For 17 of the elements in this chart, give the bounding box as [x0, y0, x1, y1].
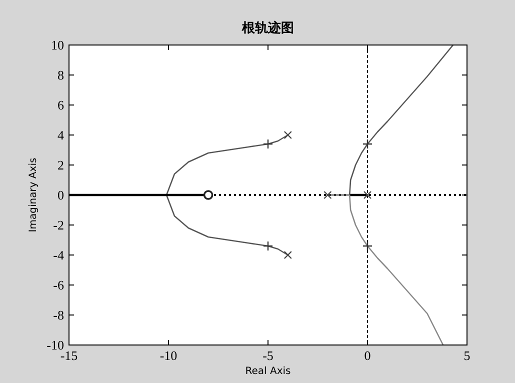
y-tick-label: 6: [58, 98, 64, 112]
y-tick-label: 0: [58, 188, 64, 202]
y-tick-label: -6: [53, 278, 64, 292]
y-tick-label: 10: [51, 38, 64, 52]
y-tick-label: 8: [58, 68, 64, 82]
x-axis-title: Real Axis: [245, 366, 291, 377]
y-axis-title: Imaginary Axis: [28, 158, 39, 232]
x-tick-label: 0: [364, 348, 371, 363]
y-tick-label: 4: [58, 128, 64, 142]
chart-title: 根轨迹图: [241, 20, 294, 36]
y-tick-label: 2: [58, 158, 64, 172]
x-tick-label: -10: [160, 348, 178, 363]
x-tick-label: -5: [262, 348, 274, 363]
y-tick-label: -8: [53, 308, 64, 322]
y-tick-label: -2: [53, 218, 64, 232]
x-tick-label: 5: [464, 348, 470, 363]
y-tick-label: -4: [53, 248, 64, 262]
